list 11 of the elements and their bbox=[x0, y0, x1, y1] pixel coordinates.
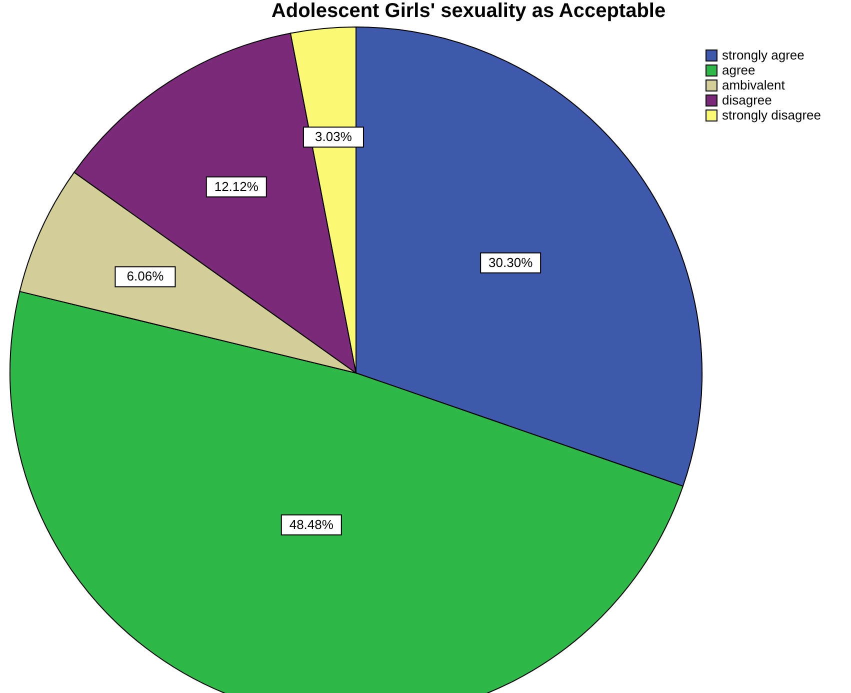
chart-title: Adolescent Girls' sexuality as Acceptable bbox=[271, 0, 666, 22]
data-label: 12.12% bbox=[214, 178, 259, 194]
legend-label: agree bbox=[722, 62, 756, 78]
data-label: 6.06% bbox=[126, 268, 164, 284]
data-label: 30.30% bbox=[488, 254, 534, 270]
legend-label: disagree bbox=[722, 92, 772, 108]
legend-label: strongly agree bbox=[722, 48, 804, 62]
legend-label: ambivalent bbox=[722, 78, 786, 92]
legend-label: strongly disagree bbox=[722, 108, 821, 122]
data-label: 3.03% bbox=[315, 129, 352, 144]
data-label: 48.48% bbox=[289, 516, 334, 532]
